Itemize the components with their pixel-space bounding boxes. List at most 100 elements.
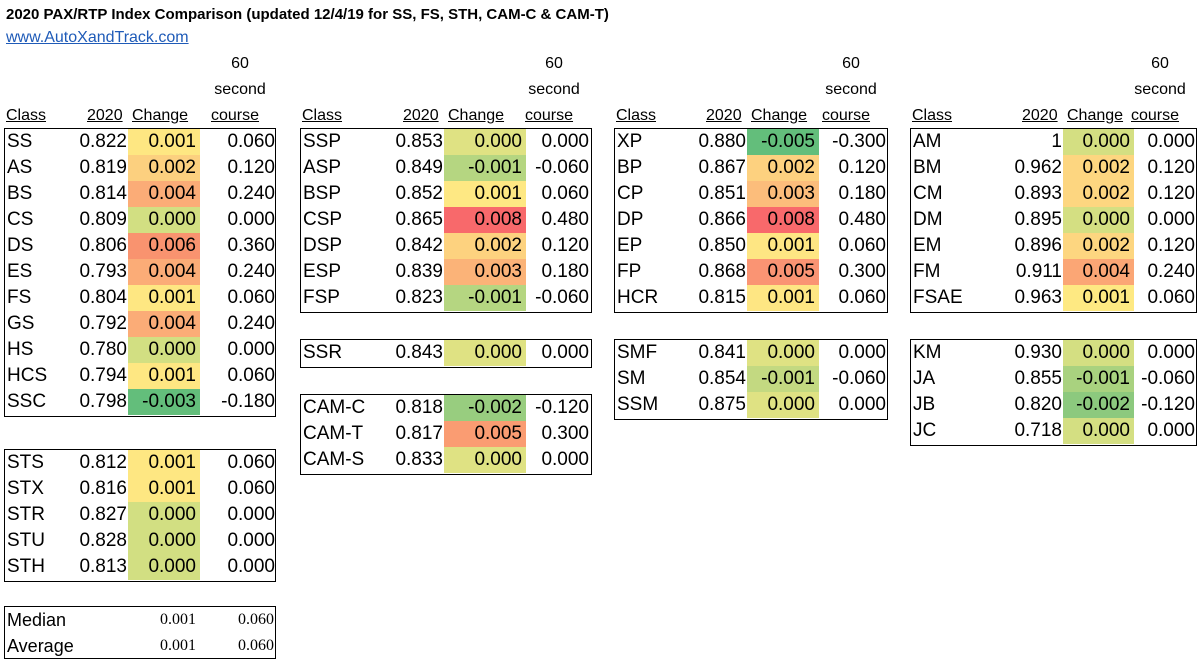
index-value: 0.842 <box>395 235 443 256</box>
seconds-value: 0.120 <box>1147 235 1195 256</box>
seconds-value: 0.240 <box>227 183 275 204</box>
change-value: 0.004 <box>128 259 200 285</box>
index-value: 0.850 <box>698 235 746 256</box>
seconds-value: 0.120 <box>1147 157 1195 178</box>
seconds-value: 0.300 <box>838 261 886 282</box>
table-row: XP 0.880 -0.005 -0.300 <box>615 129 887 155</box>
seconds-value: 0.240 <box>227 261 275 282</box>
seconds-value: 0.000 <box>227 504 275 525</box>
table-row: HCR 0.815 0.001 0.060 <box>615 285 887 311</box>
table-row: CP 0.851 0.003 0.180 <box>615 181 887 207</box>
change-value: 0.000 <box>444 129 526 155</box>
table-row: AS 0.819 0.002 0.120 <box>5 155 275 181</box>
table-row: CSP 0.865 0.008 0.480 <box>301 207 591 233</box>
header-60: 60 <box>231 55 249 72</box>
change-value: 0.001 <box>747 233 819 259</box>
table-row: FM 0.911 0.004 0.240 <box>911 259 1196 285</box>
index-value: 0.806 <box>79 235 127 256</box>
class-name: CM <box>913 183 943 204</box>
table-row: ESP 0.839 0.003 0.180 <box>301 259 591 285</box>
index-value: 0.816 <box>79 478 127 499</box>
seconds-value: 0.000 <box>541 342 589 363</box>
header-course: course <box>211 107 260 124</box>
change-value: 0.004 <box>128 311 200 337</box>
index-value: 0.865 <box>395 209 443 230</box>
header-60: 60 <box>842 55 860 72</box>
change-value: 0.002 <box>1063 155 1134 181</box>
header-60: 60 <box>1151 55 1169 72</box>
index-value: 0.851 <box>698 183 746 204</box>
summary-change: 0.001 <box>160 637 196 654</box>
seconds-value: 0.180 <box>838 183 886 204</box>
index-value: 0.817 <box>395 423 443 444</box>
index-value: 0.823 <box>395 287 443 308</box>
seconds-value: -0.060 <box>1141 368 1195 389</box>
summary-label: Average <box>7 636 74 656</box>
seconds-value: 0.000 <box>227 209 275 230</box>
class-name: SMF <box>617 342 658 363</box>
seconds-value: 0.060 <box>227 131 275 152</box>
change-value: 0.000 <box>1063 207 1134 233</box>
change-value: 0.000 <box>128 554 200 580</box>
class-name: JB <box>913 394 936 415</box>
table-row: STH 0.813 0.000 0.000 <box>5 554 275 580</box>
change-value: -0.002 <box>1063 392 1134 418</box>
table-row: STS 0.812 0.001 0.060 <box>5 450 275 476</box>
class-group: SSP 0.853 0.000 0.000 ASP 0.849 -0.001 -0.060 BS… <box>300 128 592 313</box>
index-value: 0.793 <box>79 261 127 282</box>
header-course: course <box>1131 107 1180 124</box>
table-row: HS 0.780 0.000 0.000 <box>5 337 275 363</box>
table-row: STX 0.816 0.001 0.060 <box>5 476 275 502</box>
table-row: SSR 0.843 0.000 0.000 <box>301 340 591 366</box>
summary-seconds: 0.060 <box>238 611 274 628</box>
class-name: STS <box>7 452 44 473</box>
index-value: 0.828 <box>79 530 127 551</box>
header-class: Class <box>912 107 953 124</box>
change-value: 0.002 <box>444 233 526 259</box>
class-name: EM <box>913 235 942 256</box>
class-name: HCR <box>617 287 659 308</box>
header-change: Change <box>1067 107 1124 124</box>
table-row: DM 0.895 0.000 0.000 <box>911 207 1196 233</box>
header-60: 60 <box>545 55 563 72</box>
class-name: DS <box>7 235 34 256</box>
change-value: -0.001 <box>747 366 819 392</box>
index-value: 0.895 <box>1014 209 1062 230</box>
change-value: 0.008 <box>444 207 526 233</box>
change-value: -0.002 <box>444 395 526 421</box>
table-row: SM 0.854 -0.001 -0.060 <box>615 366 887 392</box>
class-name: SSP <box>303 131 342 152</box>
change-value: 0.005 <box>444 421 526 447</box>
class-name: DSP <box>303 235 343 256</box>
table-row: SS 0.822 0.001 0.060 <box>5 129 275 155</box>
change-value: 0.002 <box>128 155 200 181</box>
change-value: 0.001 <box>747 285 819 311</box>
seconds-value: 0.120 <box>541 235 589 256</box>
seconds-value: 0.060 <box>838 287 886 308</box>
change-value: 0.001 <box>444 181 526 207</box>
class-group: SS 0.822 0.001 0.060 AS 0.819 0.002 0.120 BS 0.81… <box>4 128 276 417</box>
website-link[interactable]: www.AutoXandTrack.com <box>6 29 189 46</box>
class-name: JA <box>913 368 936 389</box>
class-name: JC <box>913 420 937 441</box>
table-row: STR 0.827 0.000 0.000 <box>5 502 275 528</box>
table-row: DSP 0.842 0.002 0.120 <box>301 233 591 259</box>
seconds-value: -0.300 <box>832 131 886 152</box>
table-row: FP 0.868 0.005 0.300 <box>615 259 887 285</box>
index-value: 0.962 <box>1014 157 1062 178</box>
change-value: -0.001 <box>444 155 526 181</box>
change-value: 0.000 <box>747 392 819 418</box>
class-name: CAM-S <box>303 449 365 470</box>
class-name: GS <box>7 313 35 334</box>
index-value: 0.804 <box>79 287 127 308</box>
change-value: 0.001 <box>128 363 200 389</box>
table-row: JA 0.855 -0.001 -0.060 <box>911 366 1196 392</box>
index-value: 0.820 <box>1014 394 1062 415</box>
change-value: 0.000 <box>128 207 200 233</box>
class-name: ES <box>7 261 33 282</box>
change-value: 0.001 <box>128 476 200 502</box>
index-value: 0.815 <box>698 287 746 308</box>
table-row: FSP 0.823 -0.001 -0.060 <box>301 285 591 311</box>
class-name: EP <box>617 235 643 256</box>
header-second: second <box>214 81 266 98</box>
